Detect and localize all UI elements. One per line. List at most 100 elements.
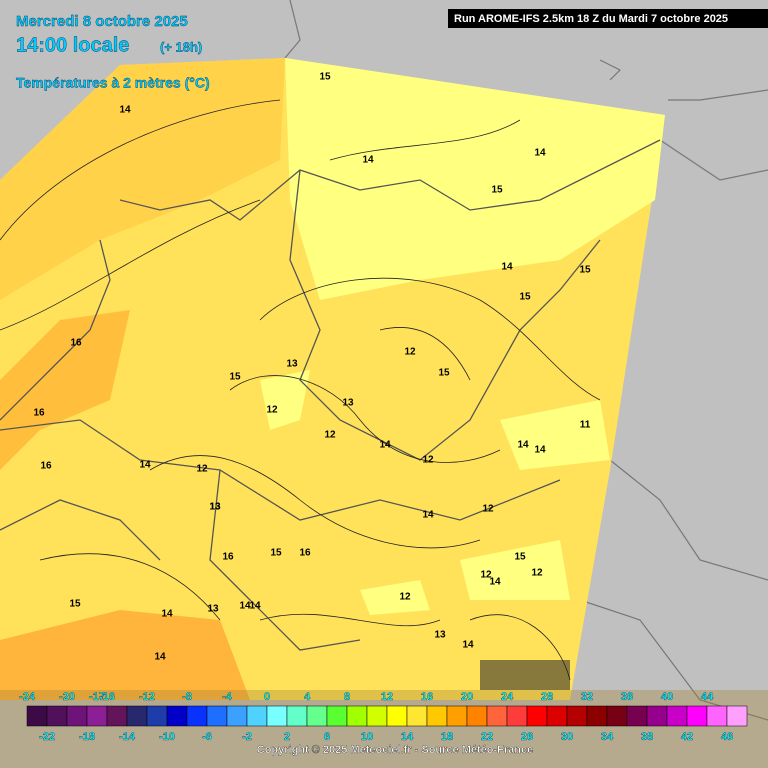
colorbar-bottom-label: -6 [202,731,212,743]
contour-label: 16 [70,338,82,349]
colorbar-cell [326,705,348,727]
colorbar-bottom-label: 30 [561,731,573,743]
contour-label: 14 [362,155,374,166]
colorbar-bottom-label: 42 [681,731,693,743]
contour-label: 12 [324,430,336,441]
contour-label: 12 [266,405,278,416]
contour-label: 12 [482,504,494,515]
colorbar-cell [446,705,468,727]
colorbar-cell [286,705,308,727]
contour-label: 13 [286,359,298,370]
contour-label: 15 [438,368,450,379]
colorbar-cell [226,705,248,727]
colorbar-bottom-label: -14 [119,731,136,743]
bottom-band [0,690,768,768]
lines-outside [284,0,768,721]
colorbar-cell [526,705,548,727]
colorbar-cell [406,705,428,727]
colorbar-top-label: 36 [621,691,633,703]
contour-label: 14 [239,601,251,612]
warm-zone [0,58,285,300]
colorbar-cell [166,705,188,727]
contour-label: 13 [209,502,221,513]
colorbar-cell [686,705,708,727]
contour-label: 14 [501,262,513,273]
colorbar-cell [186,705,208,727]
colorbar-cell [706,705,728,727]
colorbar-cell [246,705,268,727]
cool-zone [260,370,310,430]
colorbar-cell [306,705,328,727]
contour-label: 14 [119,105,131,116]
colorbar-top-label: -4 [222,691,233,703]
contour-label: 16 [299,548,311,559]
cool-zone [360,580,430,615]
date: Mercredi 8 octobre 2025 [16,13,188,30]
colorbar-bottom-label: 10 [361,731,373,743]
colorbar-cell [346,705,368,727]
colorbar-top-label: -16 [99,691,115,703]
contour-label: 14 [517,440,529,451]
colorbar-top-label: -8 [182,691,192,703]
colorbar-cell [86,705,108,727]
contour-label: 14 [462,640,474,651]
colorbar-bottom-label: 22 [481,731,493,743]
contours [0,99,601,681]
colorbar-bottom-label: -10 [159,731,175,743]
colorbar-cell [66,705,88,727]
colorbar-cell [386,705,408,727]
colorbar-cell [206,705,228,727]
colorbar-cell [726,705,748,727]
contour-label: 12 [422,455,434,466]
time: 14:00 locale [16,34,129,56]
colorbar-bottom-label: 14 [401,731,414,743]
colorbar-bottom-label: 38 [641,731,653,743]
contour-label: 15 [579,265,591,276]
contour-label: 16 [222,552,234,563]
contour-label: 14 [249,601,261,612]
contour-label: 15 [519,292,531,303]
contour-label: 14 [489,577,501,588]
contour-label: 14 [154,652,166,663]
colorbar-bottom-label: 26 [521,731,533,743]
contour-label: 15 [491,185,503,196]
contour-label: 12 [399,592,411,603]
colorbar-cell [126,705,148,727]
warm-zone [0,310,130,470]
colorbar-top-label: 32 [581,691,593,703]
contour-label: 15 [229,372,241,383]
colorbar-cell [486,705,508,727]
colorbar-top-label: 28 [541,691,553,703]
colorbar-cell [666,705,688,727]
contour-label: 13 [342,398,354,409]
colorbar-cell [566,705,588,727]
contour-label: 14 [379,440,391,451]
contour-label: 16 [40,461,52,472]
colorbar-top-label: -12 [139,691,155,703]
contour-label: 13 [209,502,221,513]
colorbar-top-label: 20 [461,691,473,703]
colorbar-bottom-label: -18 [79,731,95,743]
contour-label: 12 [404,347,416,358]
colorbar-top-label: 8 [344,691,350,703]
cool-zone [460,540,570,600]
contour-label: 12 [196,464,208,475]
speckle [480,660,570,690]
cool-zone [500,400,610,470]
colorbar-top-label: 0 [264,691,270,703]
colorbar-cell [646,705,668,727]
colorbar-bottom-label: 2 [284,731,290,743]
run: Run AROME-IFS 2.5km 18 Z du Mardi 7 octo… [454,13,728,25]
colorbar-cell [266,705,288,727]
colorbar-cell [26,705,48,727]
contour-label: 14 [139,460,151,471]
colorbar-cell [586,705,608,727]
contour-label: 15 [514,552,526,563]
contour-label: 13 [434,630,446,641]
colorbar-cell [506,705,528,727]
contour-label: 15 [319,72,331,83]
colorbar-bottom-label: 34 [601,731,614,743]
colorbar-cell [366,705,388,727]
